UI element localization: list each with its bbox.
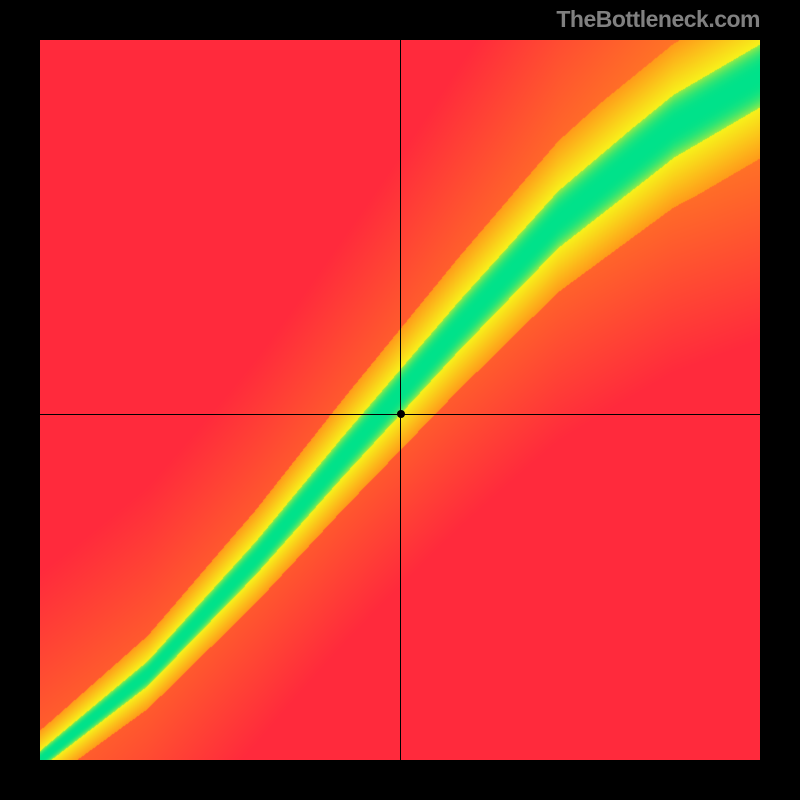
chart-container: TheBottleneck.com — [0, 0, 800, 800]
attribution-text: TheBottleneck.com — [556, 6, 760, 33]
plot-area — [40, 40, 760, 760]
crosshair-vertical — [400, 40, 401, 760]
marker-dot — [397, 410, 405, 418]
